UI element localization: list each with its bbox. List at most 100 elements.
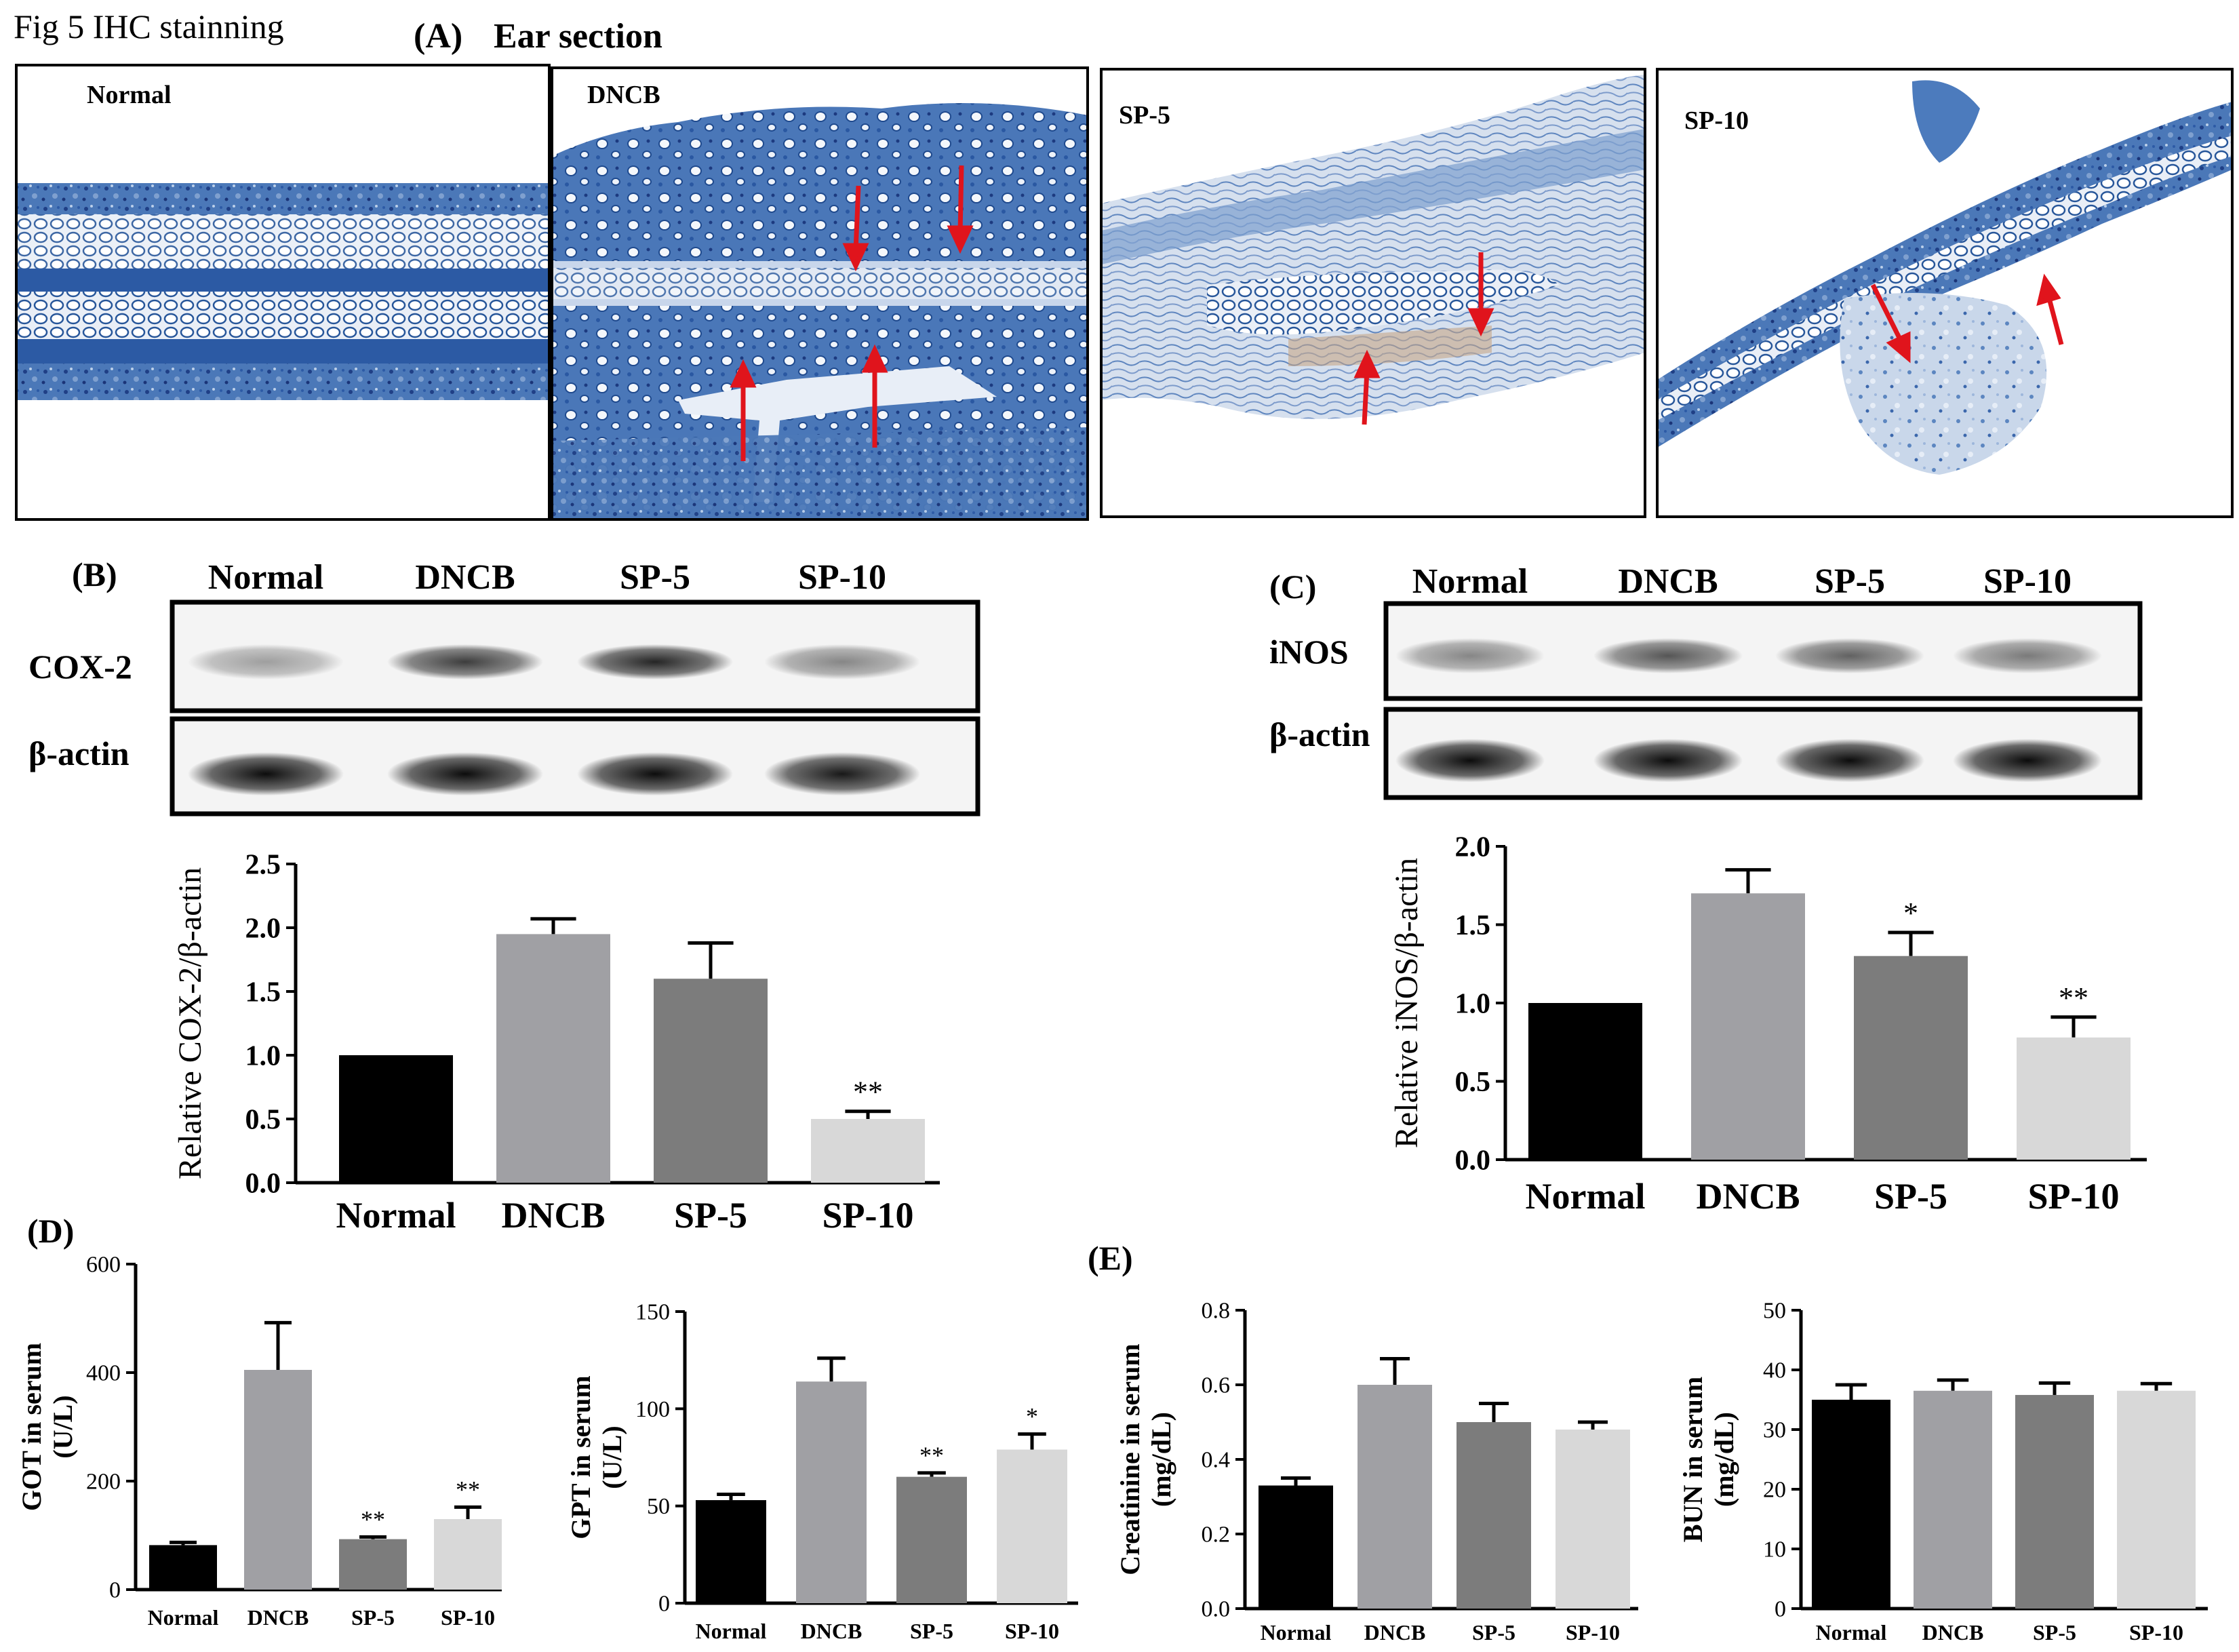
bar-normal	[1259, 1485, 1333, 1609]
blot-b-band	[764, 644, 920, 680]
bar-sp-10	[434, 1519, 502, 1590]
chart-got: 0 200 400 600 GOT in serum(U/L) Normal DNCB SP-…	[16, 1253, 502, 1630]
blot-b-row-label: COX-2	[28, 648, 132, 686]
ihc-label-sp10: SP-10	[1684, 106, 1749, 135]
y-tick-label: 400	[86, 1361, 121, 1386]
ihc-arrows-sp5	[1353, 252, 1494, 425]
y-tick-label: 2.0	[245, 913, 281, 944]
chart-inos: 0.0 0.5 1.0 1.5 2.0 Relative iNOS/β-actin Norm…	[1389, 831, 2147, 1217]
ihc-arrows-sp10	[1870, 273, 2064, 363]
ihc-panels: Normal DNCB SP-	[15, 64, 2234, 521]
x-category-label: SP-10	[441, 1605, 495, 1630]
bar-sp-10	[811, 1119, 925, 1183]
western-blot-c: Normal DNCB SP-5 SP-10 iNOS β-actin	[1269, 562, 2143, 800]
y-axis-label: Relative COX-2/β-actin	[172, 867, 208, 1179]
y-tick-label: 2.5	[245, 849, 281, 880]
y-tick-label: 0	[658, 1592, 670, 1617]
y-axis-label: Creatinine in serum(mg/dL)	[1115, 1343, 1176, 1575]
x-category-label: SP-10	[823, 1195, 914, 1236]
y-tick-label: 30	[1763, 1418, 1786, 1443]
y-tick-label: 1.0	[245, 1040, 281, 1071]
y-tick-label: 200	[86, 1470, 121, 1495]
y-tick-label: 0.8	[1202, 1299, 1231, 1324]
y-tick-label: 1.0	[1455, 988, 1491, 1019]
blot-b-band	[577, 644, 733, 680]
x-category-label: SP-10	[1005, 1619, 1059, 1643]
y-axis-label: Relative iNOS/β-actin	[1389, 858, 1425, 1148]
bar-normal	[696, 1500, 766, 1603]
x-category-label: DNCB	[1364, 1620, 1426, 1645]
x-category-label: SP-10	[2028, 1176, 2120, 1217]
y-axis-label: GPT in serum(U/L)	[566, 1375, 627, 1539]
bar-dncb	[1691, 893, 1805, 1160]
y-tick-label: 2.0	[1455, 831, 1491, 863]
y-tick-label: 50	[647, 1494, 670, 1519]
y-tick-label: 1.5	[245, 977, 281, 1008]
blot-b-band	[188, 644, 344, 680]
bar-sp-5	[339, 1539, 407, 1590]
bar-dncb	[244, 1370, 312, 1590]
blot-b-row-label: β-actin	[28, 734, 130, 772]
bar-sp-10	[2117, 1390, 2196, 1609]
y-tick-label: 1.5	[1455, 910, 1491, 941]
blot-b-lane-label: Normal	[208, 558, 323, 597]
x-category-label: Normal	[696, 1619, 767, 1643]
panel-a-title: Ear section	[494, 17, 662, 56]
blot-b-band	[764, 752, 920, 796]
y-tick-label: 0.0	[245, 1168, 281, 1199]
y-tick-label: 0.0	[1202, 1597, 1231, 1622]
x-category-label: DNCB	[247, 1605, 309, 1630]
panel-c-letter: (C)	[1269, 568, 1316, 606]
bar-dncb	[1914, 1390, 1992, 1609]
ihc-arrows-dncb	[730, 165, 974, 461]
chart-creatinine: 0.0 0.2 0.4 0.6 0.8 Creatinine in serum(mg/dL…	[1115, 1299, 1638, 1645]
blot-c-row-label: β-actin	[1269, 715, 1370, 753]
bar-normal	[1812, 1400, 1890, 1609]
blot-b-lane-label: SP-5	[620, 558, 690, 597]
x-category-label: DNCB	[1696, 1176, 1800, 1217]
bar-dncb	[1358, 1385, 1432, 1609]
significance-marker: *	[1026, 1403, 1038, 1430]
y-tick-label: 0.5	[1455, 1067, 1491, 1098]
blot-c-band	[1593, 739, 1743, 783]
blot-b-band	[387, 644, 543, 680]
y-axis-label: BUN in serum(mg/dL)	[1678, 1377, 1739, 1542]
ihc-image-normal: Normal	[15, 64, 551, 521]
x-category-label: DNCB	[801, 1619, 863, 1643]
bar-dncb	[496, 934, 610, 1183]
chart-gpt: 0 50 100 150 GPT in serum(U/L) Normal DNCB SP-5…	[566, 1300, 1078, 1643]
x-category-label: SP-5	[1472, 1620, 1515, 1645]
panel-d-letter: (D)	[27, 1212, 74, 1250]
bar-sp-10	[1556, 1430, 1630, 1609]
panel-b-letter: (B)	[72, 555, 117, 593]
y-tick-label: 40	[1763, 1358, 1786, 1383]
significance-marker: **	[919, 1442, 944, 1469]
western-blot-b: Normal DNCB SP-5 SP-10 COX-2 β-actin	[28, 558, 980, 817]
chart-bun: 0 10 20 30 40 50 BUN in serum(mg/dL) Normal DNCB…	[1678, 1299, 2208, 1645]
panel-a-letter: (A)	[414, 17, 462, 56]
blot-b-lane-label: DNCB	[415, 558, 515, 597]
bar-sp-10	[997, 1449, 1067, 1603]
significance-marker: **	[853, 1076, 883, 1109]
x-category-label: SP-5	[910, 1619, 953, 1643]
blot-c-band	[1953, 739, 2102, 783]
bar-sp-10	[2017, 1037, 2131, 1160]
x-category-label: Normal	[1261, 1620, 1332, 1645]
x-category-label: Normal	[336, 1195, 456, 1236]
x-category-label: DNCB	[1922, 1620, 1984, 1645]
blot-b-band	[188, 752, 344, 796]
blot-b-band	[577, 752, 733, 796]
significance-marker: **	[456, 1476, 480, 1503]
x-category-label: SP-10	[2129, 1620, 2183, 1645]
bar-normal	[1528, 1003, 1642, 1160]
bar-dncb	[796, 1381, 867, 1603]
bar-sp-5	[654, 979, 768, 1183]
ihc-label-normal: Normal	[87, 81, 172, 109]
y-tick-label: 50	[1763, 1299, 1786, 1324]
ihc-label-sp5: SP-5	[1119, 101, 1170, 130]
blot-c-lane-label: Normal	[1412, 562, 1528, 601]
bar-sp-5	[2015, 1394, 2094, 1609]
y-tick-label: 0.6	[1202, 1373, 1231, 1398]
